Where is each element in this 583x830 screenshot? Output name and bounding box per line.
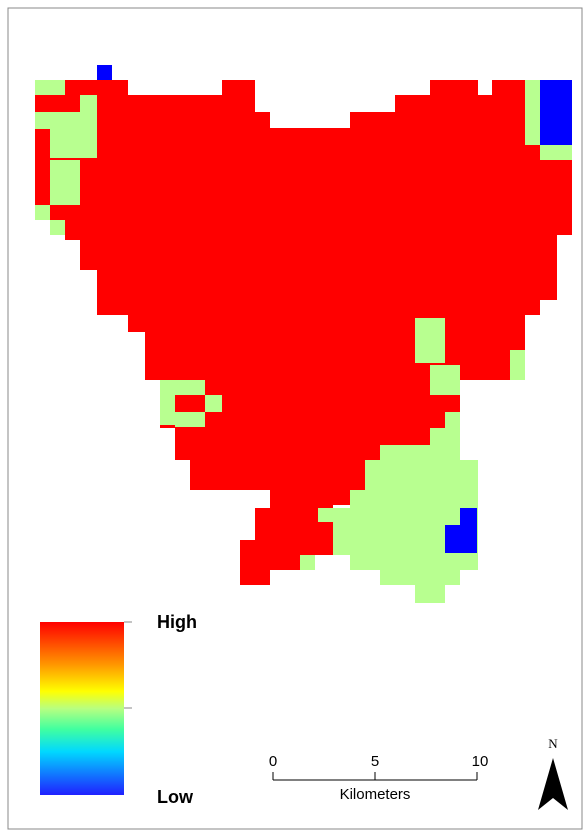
raster [35,65,572,603]
legend-high: High [157,612,197,632]
scale-bar: 0 5 10 Kilometers [269,753,489,803]
north-label: N [548,736,558,751]
scale-label: 10 [472,753,489,770]
legend-ramp [40,622,124,795]
raster-high [35,80,572,585]
raster-medium [35,80,572,603]
legend-low: Low [157,787,194,807]
raster-low [97,65,572,553]
scale-label: 5 [371,753,379,770]
scale-unit: Kilometers [340,786,411,803]
north-arrow-shape [538,758,568,810]
legend: High Low [40,612,197,807]
scale-label: 0 [269,753,277,770]
north-arrow: N [538,736,568,810]
